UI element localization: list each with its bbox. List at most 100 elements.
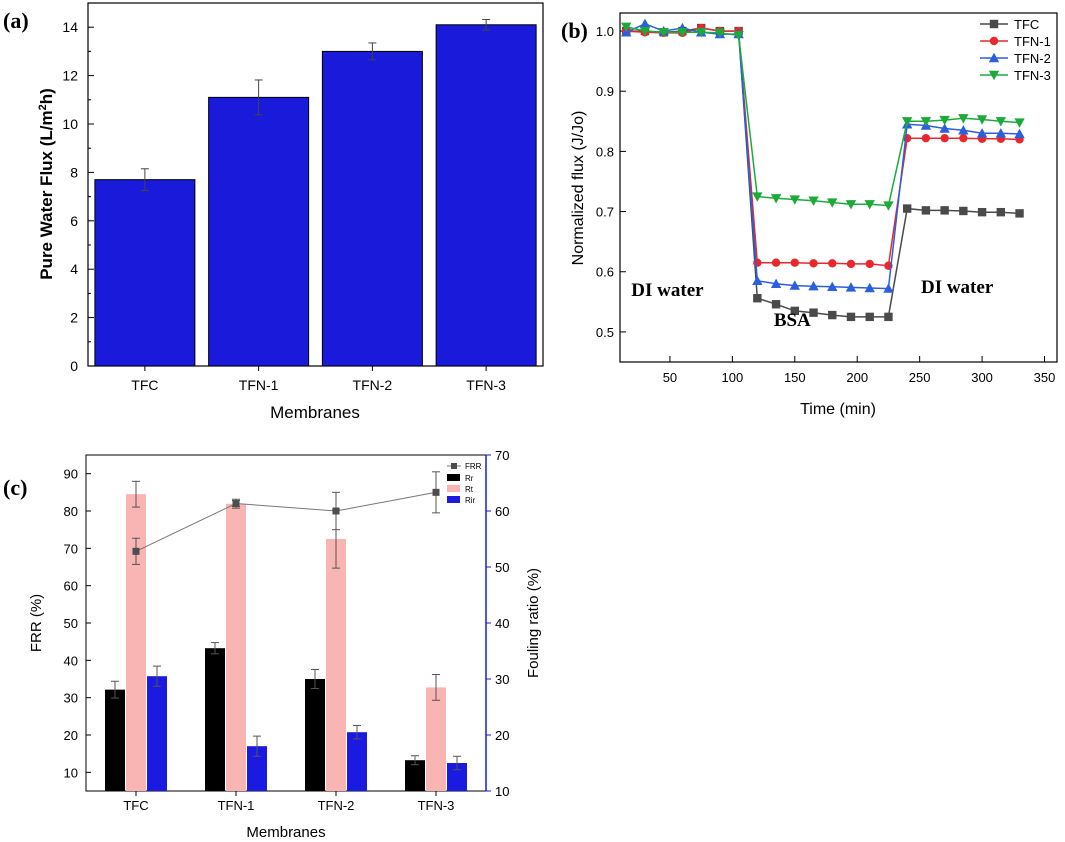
panel-b-data-point — [846, 259, 856, 269]
panel-b-data-point — [902, 204, 912, 213]
panel-c-error-bar — [432, 674, 440, 701]
panel-b-data-point — [828, 259, 837, 268]
panel-c-frr-point — [132, 547, 140, 555]
panel-b-series-tfn-2 — [621, 18, 1025, 293]
panel-a-bar — [321, 50, 423, 367]
panel-b-data-point — [996, 207, 1006, 217]
panel-c-y-tick-label: 10 — [64, 765, 78, 780]
panel-c-x-tick-label: TFN-1 — [218, 798, 255, 813]
panel-c-y2-tick-label: 10 — [495, 784, 509, 799]
panel-a-y-tick-label: 12 — [62, 68, 78, 84]
panel-b-x-tick-label: 150 — [784, 370, 806, 385]
panel-c-y2-tick-label: 20 — [495, 728, 509, 743]
panel-a-x-tick-label: TFN-1 — [239, 377, 279, 393]
panel-b-data-point — [995, 128, 1007, 138]
panel-c-y-tick-label: 50 — [64, 616, 78, 631]
panel-c-legend-swatch — [447, 485, 460, 492]
panel-b-data-point — [1014, 128, 1025, 139]
panel-c-error-bar — [111, 680, 119, 699]
panel-b-data-point — [789, 195, 800, 205]
panel-c-y-tick-label: 60 — [64, 579, 78, 594]
panel-a-plot-frame — [87, 2, 544, 367]
panel-b-data-point — [733, 31, 744, 41]
panel-b-series-line — [625, 22, 1020, 290]
panel-b-x-tick-label: 200 — [846, 370, 868, 385]
panel-b-data-point — [752, 275, 763, 285]
panel-b-data-point — [639, 26, 651, 37]
panel-b-data-point — [884, 312, 893, 322]
panel-c-error-bar — [153, 665, 161, 687]
panel-b-legend-label: TFN-3 — [1014, 68, 1051, 83]
panel-b-data-point — [808, 196, 819, 206]
panel-c-bar-rr — [105, 689, 125, 791]
panel-b-legend-marker — [988, 52, 1000, 63]
panel-a-y-tick-label: 10 — [62, 116, 78, 132]
panel-c-error-bar — [253, 735, 261, 757]
panel-b-annotation: DI water — [921, 277, 994, 298]
panel-c-bar-rr — [305, 679, 325, 791]
panel-c-error-bar — [453, 755, 461, 771]
panel-a-error-bar — [140, 168, 149, 192]
panel-a-x-axis: TFC TFN-1 TFN-2 TFN-3 — [131, 366, 506, 393]
panel-b-y-tick-label: 0.7 — [596, 205, 614, 220]
panel-c-y-tick-label: 70 — [64, 541, 78, 556]
panel-c-y2-axis-title: Fouling ratio (%) — [525, 568, 542, 678]
panel-b-data-point — [976, 115, 988, 125]
panel-a-y-tick-label: 8 — [70, 164, 78, 180]
panel-b-data-point — [865, 312, 874, 322]
panel-a-bar-chart: (a) 0 2 4 6 8 10 12 14 TFC TFN-1 TFN-2 TFN-3 Membr… — [3, 2, 544, 422]
panel-b-x-tick-label: 300 — [971, 370, 993, 385]
panel-a-bars — [94, 18, 537, 367]
panel-c-legend-swatch — [447, 474, 460, 481]
panel-c-legend-label: Rr — [465, 474, 474, 483]
panel-c-bar-rr — [405, 760, 425, 791]
panel-a-error-bar — [482, 18, 491, 31]
panel-c-combo-chart: (c) 10 20 30 40 50 60 70 80 90 10 20 30 40 50 60 70 TFC T… — [3, 448, 542, 841]
panel-c-y-tick-label: 30 — [64, 691, 78, 706]
panel-a-x-tick-label: TFN-3 — [466, 377, 506, 393]
panel-b-data-point — [695, 28, 707, 38]
panel-a-label: (a) — [3, 8, 29, 33]
panel-a-error-bar — [254, 79, 263, 116]
panel-b-data-point — [658, 28, 669, 38]
panel-c-y2-tick-label: 60 — [495, 504, 509, 519]
panel-c-frr-point — [232, 500, 240, 508]
panel-b-line-chart: (b) 0.5 0.6 0.7 0.8 0.9 1.0 50 100 150 200 250 300 3… — [561, 12, 1058, 418]
panel-c-error-bar — [311, 668, 319, 690]
panel-a-y-tick-label: 6 — [70, 213, 78, 229]
panel-b-data-point — [770, 278, 782, 288]
panel-b-data-point — [939, 123, 950, 133]
panel-c-frr-line — [132, 471, 440, 565]
panel-c-y2-tick-label: 50 — [495, 560, 509, 575]
panel-b-data-point — [771, 258, 781, 267]
panel-b-data-point — [790, 258, 799, 267]
panel-c-y-tick-label: 80 — [64, 504, 78, 519]
panel-a-error-bar — [368, 42, 377, 61]
panel-b-label: (b) — [561, 18, 588, 43]
panel-c-legend: FRR Rr Rt Rir — [447, 462, 482, 505]
panel-b-data-point — [864, 282, 875, 293]
panel-b-data-point — [809, 308, 818, 317]
panel-b-legend: TFC TFN-1 TFN-2 TFN-3 — [980, 17, 1051, 83]
panel-b-data-point — [920, 117, 932, 127]
panel-c-legend-swatch — [447, 496, 460, 503]
panel-b-data-point — [883, 283, 894, 293]
panel-b-series-line — [626, 27, 1020, 318]
panel-a-x-axis-title: Membranes — [270, 403, 360, 422]
panel-b-data-point — [809, 259, 818, 268]
panel-b-data-point — [846, 312, 856, 322]
panel-c-x-axis-title: Membranes — [246, 824, 325, 841]
panel-b-data-point — [790, 306, 799, 316]
panel-b-x-axis-title: Time (min) — [800, 401, 876, 418]
panel-b-series-line — [626, 26, 1020, 207]
panel-b-data-point — [995, 117, 1007, 127]
panel-b-data-point — [753, 294, 762, 303]
panel-c-bar-rir — [347, 732, 367, 791]
panel-b-data-point — [1015, 209, 1024, 218]
panel-b-data-point — [771, 300, 781, 309]
panel-b-y-tick-label: 0.8 — [596, 144, 614, 159]
panel-b-series-tfn-1 — [622, 23, 1024, 270]
panel-c-error-bar — [211, 642, 219, 655]
panel-a-bar — [94, 179, 196, 367]
panel-c-legend-label: FRR — [465, 462, 482, 471]
